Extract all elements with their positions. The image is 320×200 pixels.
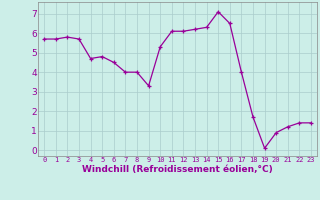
X-axis label: Windchill (Refroidissement éolien,°C): Windchill (Refroidissement éolien,°C): [82, 165, 273, 174]
